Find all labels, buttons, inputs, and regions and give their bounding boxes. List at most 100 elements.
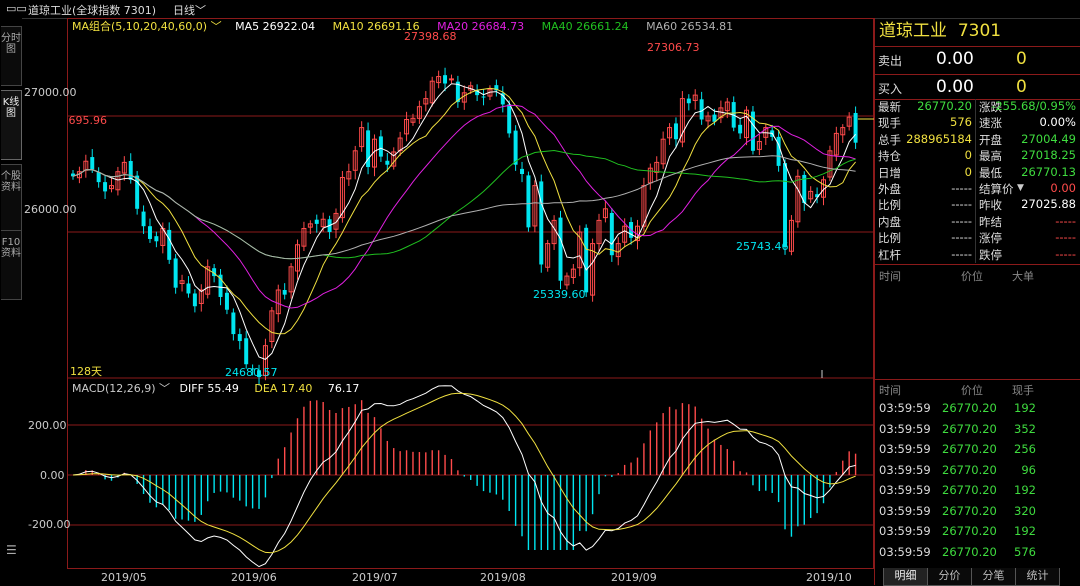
quote-cell: 比例 (878, 231, 901, 246)
candle-body-up (448, 78, 454, 81)
quote-cell: 日增 (878, 165, 901, 180)
macd-legend: MACD(12,26,9) ﹀ DIFF 55.49 DEA 17.40 76.… (72, 380, 359, 396)
candle-body-down (96, 172, 101, 183)
quote-cell: 最高 (979, 149, 1002, 164)
candle-body-up (429, 80, 435, 104)
tab-statistics[interactable]: 统计 (1015, 568, 1060, 586)
left-tab-bar: 分时图 K线图 个股资料 F10资料 ☰ (0, 18, 22, 585)
tab-price-distribution[interactable]: 分价 (927, 568, 972, 586)
candle-body-up (115, 171, 121, 191)
tick-row[interactable]: 03:59:59 26770.20 352 (874, 421, 1080, 440)
bid-row: 买入 0.00 0 (878, 77, 1027, 97)
candle-body-up (744, 109, 750, 139)
macd-panel (67, 370, 874, 568)
high-label-1: 27398.68 (404, 30, 457, 43)
tick-time: 03:59:59 (879, 462, 931, 477)
candle-body-up (179, 280, 185, 285)
candle-body-up (788, 219, 794, 252)
quote-cell: 跌停 (979, 247, 1002, 262)
candle-body-up (269, 310, 275, 343)
quote-cell: 27025.88 (1021, 197, 1076, 212)
candle-body-down (244, 338, 249, 365)
ma-legend: MA组合(5,10,20,40,60,0) ﹀ MA5 26922.04 MA1… (72, 18, 733, 34)
candle-body-down (135, 175, 140, 209)
tick-row[interactable]: 03:59:59 26770.20 192 (874, 482, 1080, 501)
big-order-header: 时间 价位 大单 (879, 270, 1034, 283)
macd-axis-200: 200.00 (28, 419, 67, 432)
tab-intraday[interactable]: 分时图 (1, 26, 22, 86)
date-label: 2019/08 (480, 571, 526, 584)
candle-body-down (526, 175, 531, 228)
candle-body-up (83, 160, 89, 171)
candle-body-up (205, 266, 211, 295)
quote-row: 杠杆 ----- 跌停 ----- (874, 247, 1080, 263)
macd-diff: DIFF 55.49 (179, 382, 239, 395)
candle-body-up (404, 118, 410, 135)
quote-cell: ----- (951, 181, 972, 195)
candle-body-down (853, 112, 858, 143)
candle-body-up (198, 289, 204, 304)
candle-body-down (71, 173, 75, 177)
candle-body-up (602, 208, 608, 219)
candle-body-down (802, 174, 807, 203)
tick-price: 26770.20 (942, 524, 997, 538)
ma5-line (72, 83, 856, 360)
tab-detail[interactable]: 明细 (883, 568, 928, 586)
candle-body-up (724, 101, 730, 112)
candle-body-down (513, 130, 518, 165)
quote-cell: 涨跌 (979, 100, 1002, 114)
window-icon[interactable]: ▭▭ (6, 2, 27, 15)
ma-group-label[interactable]: MA组合(5,10,20,40,60,0) (72, 20, 208, 33)
quote-cell: 576 (950, 115, 972, 130)
period-selector[interactable]: 日线﹀ (173, 4, 206, 17)
quote-row: 持仓 0 最高 27018.25 (874, 148, 1080, 164)
low-label-2: 25339.60 (533, 288, 586, 301)
high-label-2: 27306.73 (647, 41, 700, 54)
candle-body-up (436, 76, 442, 84)
tick-row[interactable]: 03:59:59 26770.20 96 (874, 462, 1080, 481)
quote-cell: 持仓 (878, 149, 901, 164)
candle-body-up (288, 266, 294, 293)
quote-cell: ----- (951, 246, 972, 261)
candle-body-up (622, 225, 628, 243)
list-icon[interactable]: ☰ (6, 543, 17, 557)
chevron-down-icon[interactable]: ﹀ (210, 20, 222, 33)
candle-body-up (596, 219, 602, 245)
tab-f10[interactable]: F10资料 (1, 230, 22, 300)
chevron-down-icon[interactable]: ﹀ (159, 382, 171, 395)
candle-body-down (378, 136, 383, 157)
candle-body-up (346, 171, 352, 180)
price-axis-26000: 26000.00 (24, 203, 77, 216)
quote-cell: 现手 (878, 116, 901, 131)
candle-body-down (141, 211, 146, 227)
candle-body-up (339, 176, 345, 219)
tick-price: 26770.20 (942, 544, 997, 559)
candle-body-up (416, 106, 422, 119)
quote-cell: 0 (964, 148, 972, 163)
low-label-1: 24680.57 (225, 366, 278, 379)
quote-cell: 杠杆 (878, 247, 901, 262)
candle-body-down (282, 290, 287, 295)
candle-body-down (738, 124, 743, 134)
tick-row[interactable]: 03:59:59 26770.20 192 (874, 400, 1080, 419)
quote-title: 道琼工业 7301 (879, 21, 1002, 41)
ma40-label: MA40 26661.24 (541, 20, 629, 33)
tab-kline[interactable]: K线图 (1, 90, 22, 160)
date-label: 2019/09 (611, 571, 657, 584)
tick-row[interactable]: 03:59:59 26770.20 192 (874, 523, 1080, 542)
quote-cell: 开盘 (979, 132, 1002, 147)
candle-body-up (846, 116, 852, 127)
tab-trades[interactable]: 分笔 (971, 568, 1016, 586)
candle-body-down (167, 229, 172, 260)
candle-body-up (705, 115, 711, 122)
tick-row[interactable]: 03:59:59 26770.20 320 (874, 503, 1080, 522)
ma5-label: MA5 26922.04 (235, 20, 316, 33)
quote-cell: 速涨 (979, 116, 1002, 131)
tick-row[interactable]: 03:59:59 26770.20 256 (874, 441, 1080, 460)
candle-body-down (173, 258, 178, 288)
candle-body-down (494, 85, 499, 91)
chevron-down-icon[interactable]: ▼ (1017, 183, 1024, 193)
macd-name[interactable]: MACD(12,26,9) (72, 382, 156, 395)
tick-row[interactable]: 03:59:59 26770.20 576 (874, 544, 1080, 563)
